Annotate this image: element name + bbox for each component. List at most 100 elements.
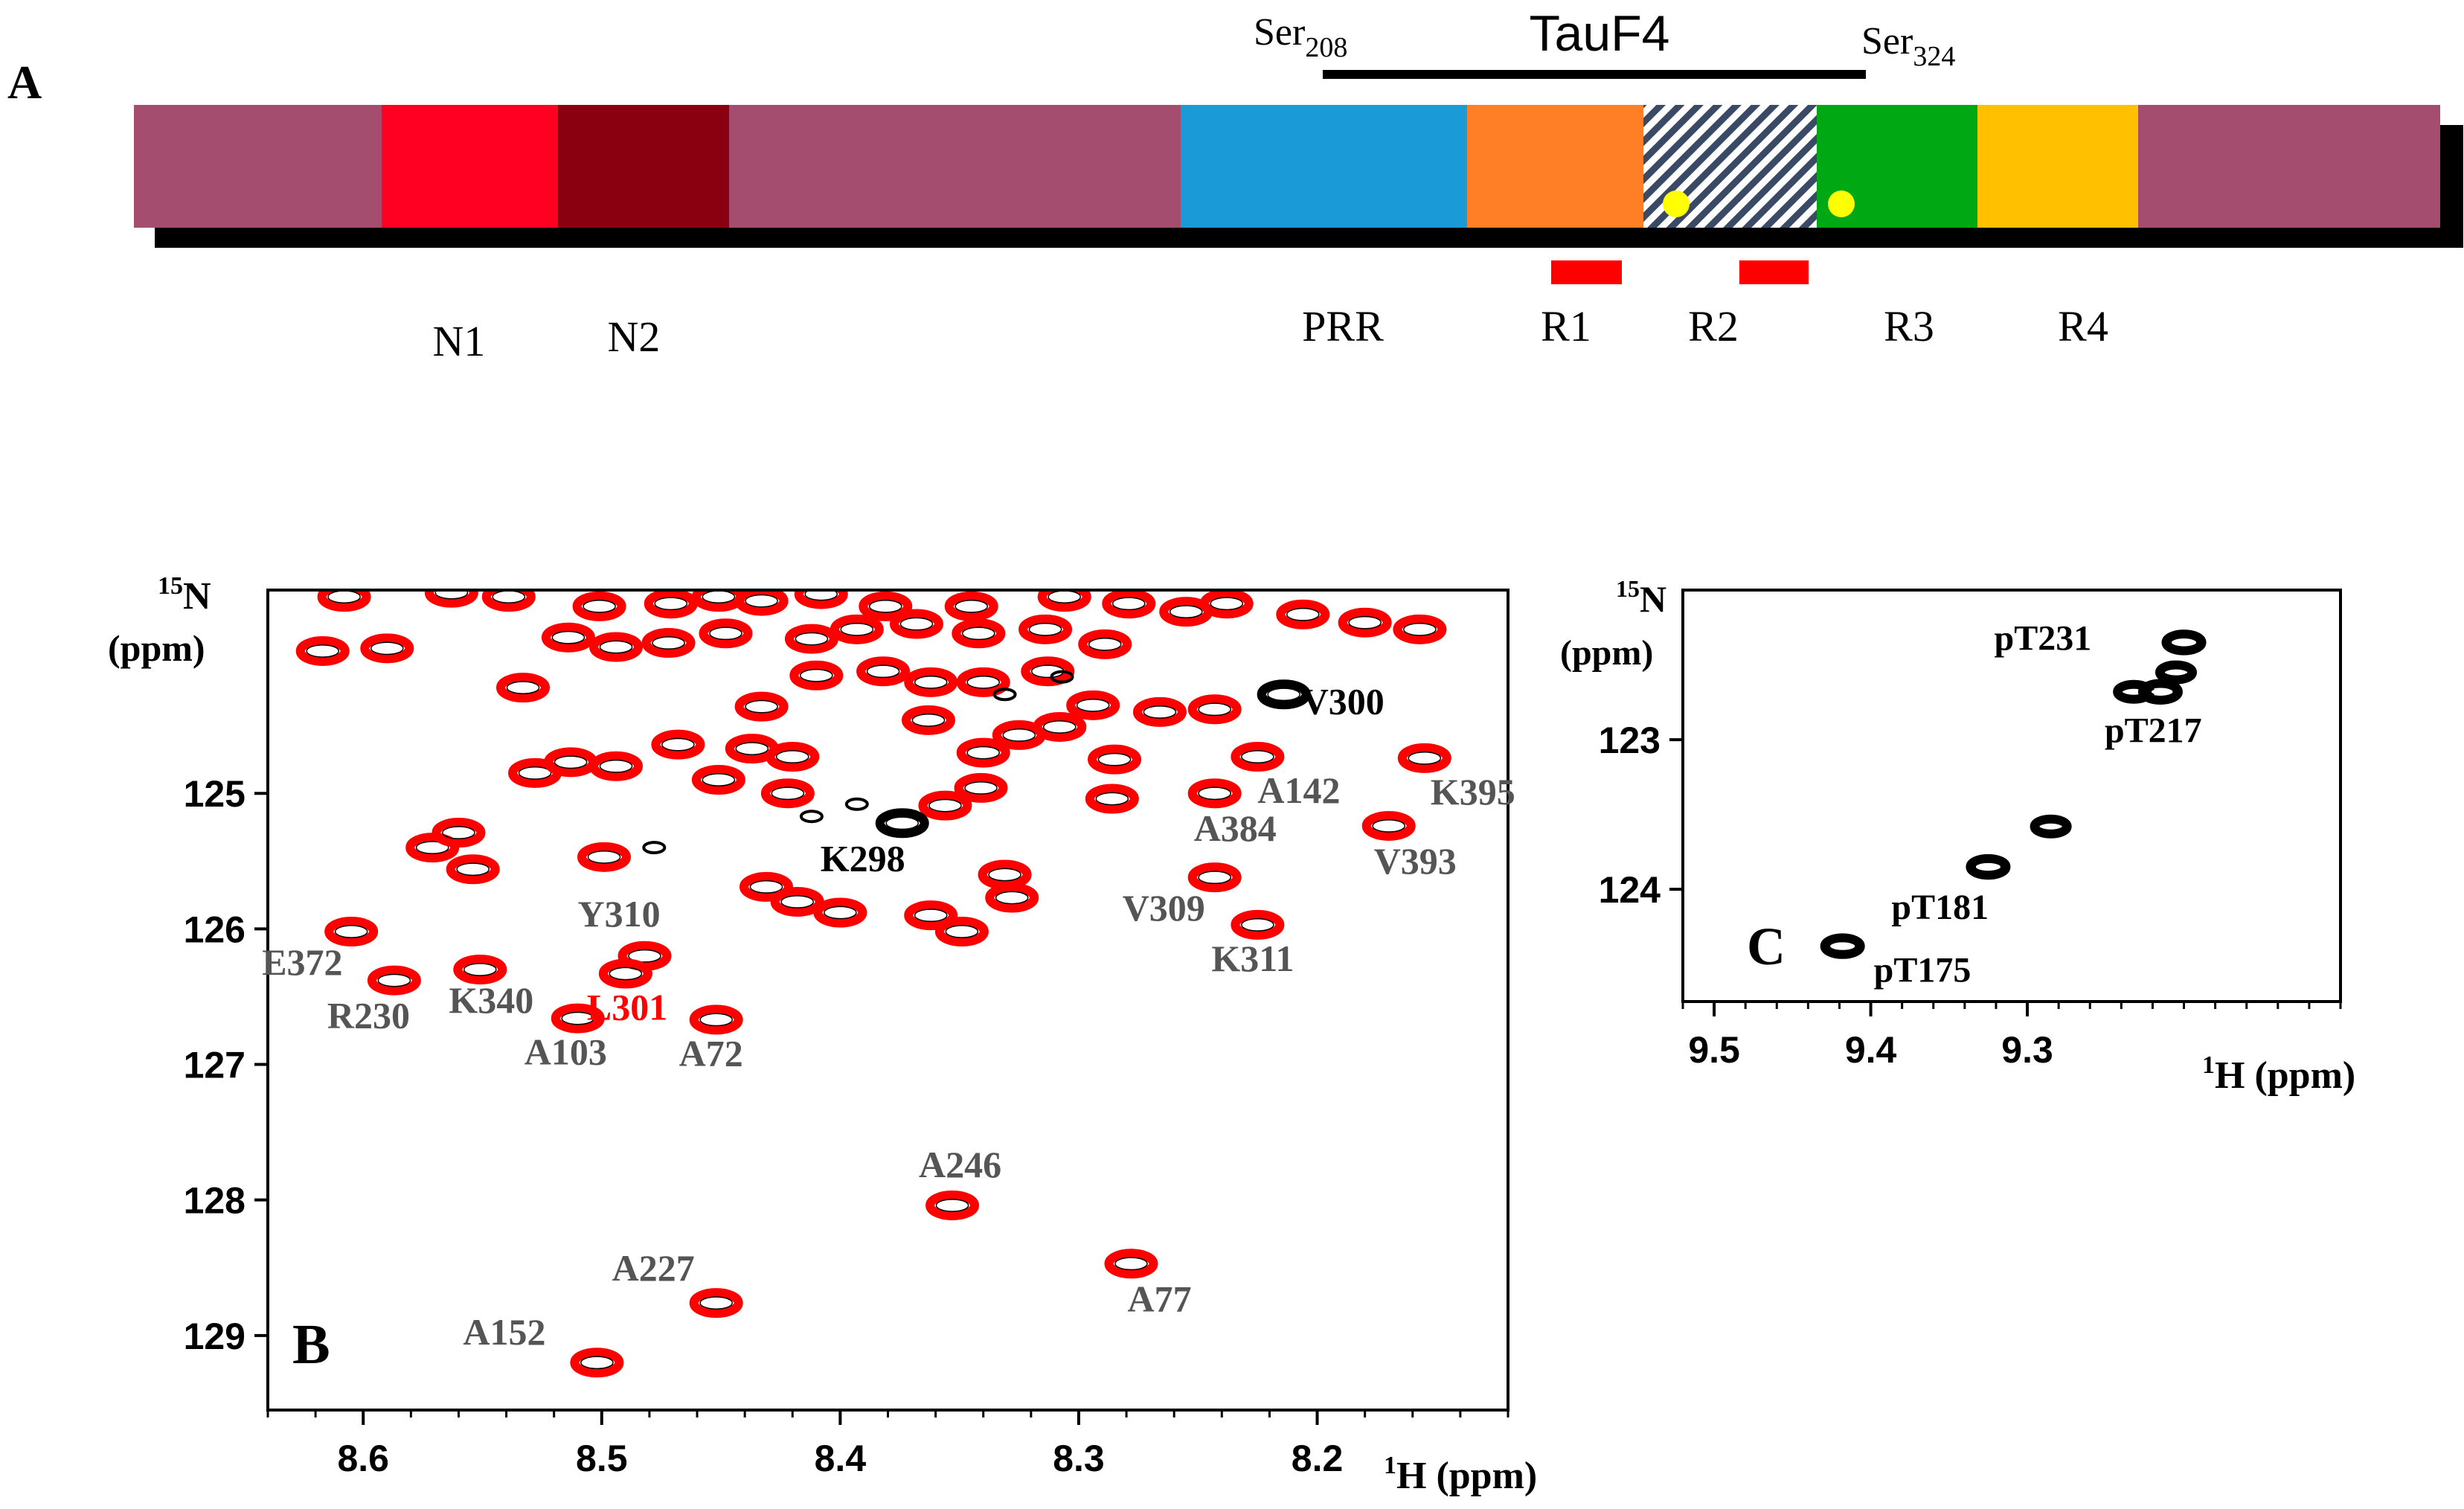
- unassigned-peak-b-49-contour: [1002, 728, 1036, 742]
- unassigned-peak-b-12-core: [1175, 608, 1198, 616]
- unassigned-peak-b-17-core: [311, 647, 334, 655]
- unassigned-peak-b-19-core: [556, 633, 580, 641]
- x-axis-label-b-base: H (ppm): [1396, 1455, 1537, 1497]
- unassigned-peak-b-28-contour: [1088, 637, 1122, 651]
- x-tick-label-b-8.3: 8.3: [1053, 1438, 1105, 1479]
- unassigned-peak-b-48-core: [972, 749, 995, 757]
- peak-label-b-v309: V309: [1123, 887, 1205, 929]
- unassigned-peak-b-1-core: [440, 590, 463, 597]
- peak-b-a142-contour: [1241, 750, 1274, 763]
- y-axis-unit-b: (ppm): [108, 627, 205, 669]
- unassigned-peak-b-46-outer: [766, 742, 820, 772]
- unassigned-peak-b-15: [1338, 607, 1392, 638]
- unassigned-peak-b-39: [901, 705, 955, 735]
- unassigned-peak-b-35-core: [1082, 701, 1105, 709]
- extra-peak-c-0-core: [2168, 670, 2184, 676]
- extra-peak-c-0-contour: [2163, 667, 2189, 678]
- peak-label-b-a227: A227: [612, 1247, 695, 1289]
- unassigned-peak-b-38-outer: [734, 691, 789, 722]
- unassigned-peak-b-60-contour: [780, 895, 815, 909]
- extra-peak-c-1: [2030, 814, 2072, 839]
- unassigned-peak-b-65-core: [1001, 894, 1024, 902]
- peak-labels-c: pT231 pT217 pT181 pT175: [1874, 618, 2202, 990]
- unassigned-peak-b-42-core: [605, 762, 628, 770]
- peak-b-k395-contour: [1408, 751, 1442, 765]
- unassigned-peak-b-3: [572, 591, 626, 621]
- peak-b-v300: [1257, 679, 1311, 710]
- unassigned-peak-b-16-contour: [1403, 622, 1437, 636]
- x-axis-label-c: 1H (ppm): [2202, 1051, 2355, 1097]
- y-tick-label-b-126: 126: [184, 909, 246, 950]
- peak-b-l301: [598, 958, 652, 989]
- x-ticks-b: 8.6 8.5 8.4 8.3 8.2: [266, 1410, 1509, 1479]
- peak-b-a142-outer: [1231, 742, 1285, 772]
- unassigned-peak-b-50-core: [1048, 723, 1071, 731]
- unassigned-peak-b-20: [589, 632, 644, 662]
- unassigned-peak-b-55-core: [421, 844, 444, 851]
- peak-b-k311-contour: [1241, 918, 1274, 932]
- unassigned-peak-b-51-contour: [1097, 752, 1132, 766]
- unassigned-peak-b-21: [641, 628, 696, 659]
- unassigned-peak-b-33-outer: [956, 667, 1010, 697]
- unassigned-peak-b-50-outer: [1033, 711, 1087, 742]
- peak-label-b-l301: L301: [587, 986, 667, 1028]
- unassigned-peak-b-48: [956, 737, 1010, 768]
- peak-c-pt231-core: [2175, 639, 2193, 646]
- peak-label-b-a246: A246: [919, 1144, 1001, 1185]
- unassigned-peak-b-21-contour: [652, 636, 685, 650]
- peak-b-k340-contour: [463, 963, 497, 976]
- unassigned-peak-b-62-core: [920, 912, 943, 920]
- peak-b-a103-outer: [551, 1003, 605, 1034]
- peak-b-k298-contour: [885, 816, 920, 830]
- unassigned-peak-b-9-outer: [944, 591, 998, 621]
- unassigned-peak-b-55-outer: [405, 833, 460, 863]
- unassigned-peak-b-4: [644, 590, 698, 619]
- unassigned-peak-b-57: [446, 854, 500, 885]
- domain-label-r1: R1: [1541, 302, 1591, 350]
- unassigned-peak-b-24-contour: [840, 622, 874, 636]
- start-marker-base: Ser: [1254, 11, 1305, 54]
- unassigned-peak-b-29-outer: [496, 673, 551, 703]
- peak-b-v309-contour: [1198, 871, 1232, 885]
- peak-b-v393-contour: [1372, 819, 1406, 833]
- site-dot-r3: [1828, 190, 1855, 217]
- unassigned-peak-b-4-contour: [654, 597, 688, 611]
- unassigned-peak-b-33: [956, 667, 1010, 697]
- unassigned-peak-b-14: [1276, 599, 1330, 629]
- unassigned-peak-b-58-outer: [577, 842, 632, 872]
- peak-b-a227: [689, 1288, 743, 1319]
- peak-c-pt181-core: [1979, 864, 1998, 870]
- peak-b-y310-contour: [628, 949, 661, 963]
- unassigned-peak-b-41-contour: [554, 755, 588, 769]
- unassigned-peak-b-53-outer: [1085, 784, 1139, 814]
- unassigned-peak-b-54-outer: [918, 790, 972, 821]
- unassigned-peak-b-16-core: [1408, 625, 1431, 633]
- peak-label-b-k311: K311: [1211, 938, 1294, 979]
- unassigned-peak-b-56-core: [447, 829, 470, 836]
- faint-peak-b-4: [992, 688, 1017, 702]
- x-tick-label-c-9.4: 9.4: [1845, 1029, 1897, 1071]
- unassigned-peak-b-42-contour: [599, 759, 633, 773]
- x-tick-label-b-8.2: 8.2: [1292, 1438, 1344, 1479]
- peak-b-a246-outer: [925, 1190, 980, 1220]
- faint-peak-b-1-outer: [844, 797, 869, 811]
- unassigned-peak-b-30-core: [805, 671, 828, 679]
- peak-b-v300-core: [1272, 691, 1295, 699]
- unassigned-peak-b-53-contour: [1095, 792, 1129, 806]
- unassigned-peak-b-7-contour: [804, 590, 838, 601]
- peak-label-b-k395: K395: [1431, 771, 1515, 813]
- peak-b-k298: [875, 808, 929, 839]
- unassigned-peak-b-37-contour: [1198, 702, 1232, 717]
- unassigned-peak-b-1: [424, 590, 478, 608]
- peak-b-l301-outer: [598, 958, 652, 989]
- unassigned-peak-b-28-outer: [1078, 629, 1132, 659]
- y-tick-label-b-128: 128: [184, 1180, 246, 1222]
- unassigned-peak-b-65-contour: [995, 891, 1029, 905]
- unassigned-peak-b-53: [1085, 784, 1139, 814]
- y-axis-label-b-sup: 15: [158, 572, 183, 600]
- unassigned-peak-b-15-core: [1353, 618, 1376, 627]
- unassigned-peak-b-22: [699, 618, 753, 649]
- domain-r1: [1467, 105, 1643, 228]
- unassigned-peak-b-56-outer: [431, 818, 486, 848]
